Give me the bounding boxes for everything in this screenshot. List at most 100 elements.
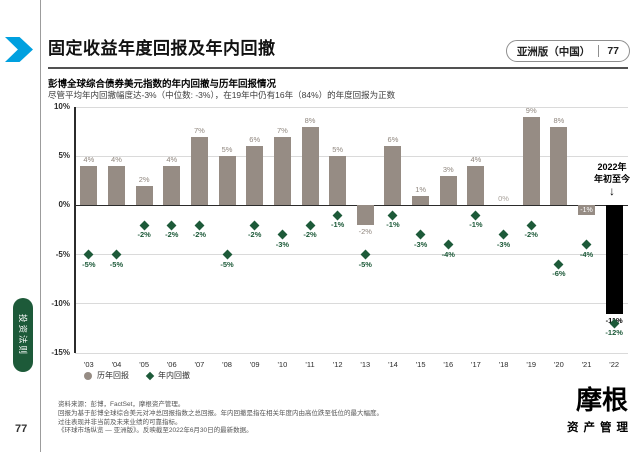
gridline (75, 303, 628, 305)
zero-gridline (75, 204, 628, 207)
return-bar (80, 166, 98, 206)
x-axis-tick-label: '22 (609, 360, 620, 369)
y-axis-tick-label: 0% (58, 200, 70, 210)
edition-badge: 亚洲版（中国） 77 (505, 40, 630, 62)
return-bar (467, 166, 485, 206)
header-rule (48, 67, 628, 69)
y-axis-tick-label: 10% (53, 102, 70, 111)
drawdown-label: -6% (552, 269, 566, 279)
edition-badge-page: 77 (598, 45, 629, 57)
drawdown-label: -2% (303, 230, 317, 240)
return-bar (107, 166, 125, 206)
return-bar-label: 4% (166, 155, 178, 165)
x-axis-tick-label: '06 (166, 360, 177, 369)
brand-logo: 摩根 资产管理 (567, 386, 628, 435)
x-axis-tick-label: '09 (249, 360, 260, 369)
drawdown-label: -1% (331, 220, 345, 230)
return-bar (190, 136, 208, 206)
drawdown-marker (111, 249, 122, 260)
return-bar-label: 7% (276, 125, 288, 135)
drawdown-label: -4% (579, 249, 594, 259)
legend-drawdown-label: 年内回撤 (158, 371, 190, 380)
drawdown-marker (470, 210, 481, 221)
down-arrow-icon: ↓ (609, 184, 615, 199)
drawdown-label: -2% (248, 230, 262, 240)
x-axis-tick-label: '16 (443, 360, 454, 369)
return-bar (578, 205, 596, 216)
bar-chart-plot-area: 10% 5% 0% -5% -10% -15% '03 4% -5% '04 4% -5% '05 2% -… (51, 102, 628, 369)
return-bar (412, 195, 430, 206)
chart-subheading: 尽管平均年内回撤幅度达-3%（中位数: -3%），在19年中仍有16年（84%）… (48, 90, 396, 100)
return-bar-label: 1% (415, 184, 427, 194)
y-axis-line (74, 107, 76, 353)
drawdown-marker (194, 220, 205, 231)
chevron-right-icon (5, 37, 33, 62)
return-bar-label: 3% (442, 164, 454, 174)
return-bar (356, 205, 374, 226)
return-bar-label: -1% (580, 206, 593, 214)
x-axis-tick-label: '15 (415, 360, 426, 369)
drawdown-marker (139, 220, 150, 231)
return-bar (273, 136, 291, 206)
x-axis-tick-label: '19 (526, 360, 537, 369)
return-bar-label: 4% (470, 155, 482, 165)
chart-heading: 彭博全球综合债券美元指数的年内回撤与历年回报情况 (48, 79, 277, 90)
return-bar-label: 0% (498, 194, 509, 204)
page-number: 77 (15, 423, 28, 435)
return-bar-label: 4% (111, 155, 122, 165)
sidebar-tab-label: 投资法则 (18, 313, 28, 356)
return-bar (163, 166, 181, 206)
return-bar-label: -2% (358, 227, 372, 237)
x-axis-tick-label: '07 (194, 360, 205, 369)
y-axis-tick-label: -10% (51, 298, 70, 308)
drawdown-label: -3% (413, 239, 428, 249)
drawdown-label: -1% (386, 220, 400, 230)
drawdown-marker (443, 239, 454, 250)
return-bar (135, 185, 153, 206)
chart-legend: 历年回报 年内回撤 (84, 370, 190, 381)
return-bar (439, 175, 457, 206)
drawdown-diamond-icon (145, 371, 155, 380)
x-axis-tick-label: '13 (360, 360, 371, 369)
x-axis-tick-label: '20 (553, 360, 564, 369)
drawdown-marker (277, 229, 288, 240)
drawdown-label: -5% (220, 259, 234, 269)
legend-returns-label: 历年回报 (97, 371, 129, 380)
returns-circle-icon (84, 371, 92, 380)
brand-logo-secondary: 资产管理 (567, 420, 633, 435)
legend-item-drawdown: 年内回撤 (145, 370, 190, 381)
drawdown-label: -12% (605, 328, 623, 338)
drawdown-label: -1% (469, 220, 483, 230)
drawdown-label: -5% (82, 259, 96, 269)
drawdown-marker (332, 210, 343, 221)
return-bar-label: 5% (332, 145, 344, 155)
drawdown-marker (581, 239, 592, 250)
gridline (75, 254, 628, 256)
return-bar (522, 116, 540, 206)
drawdown-marker (388, 210, 398, 221)
x-axis-tick-label: '05 (139, 360, 150, 369)
ytd-annotation: 2022年 年初至今 ↓ (584, 162, 640, 199)
x-axis-tick-label: '18 (498, 360, 509, 369)
drawdown-marker (305, 220, 315, 231)
return-bar (384, 146, 402, 206)
drawdown-label: -5% (358, 259, 372, 269)
drawdown-marker (222, 249, 233, 260)
gridline (75, 106, 628, 108)
return-bar-label: 6% (387, 135, 399, 145)
x-axis-tick-label: '08 (222, 360, 232, 369)
footnote-methodology: 回报为基于彭博全球综合美元对冲总回报指数之总回报。年内回撤是指在相关年度内由高位… (58, 409, 383, 417)
drawdown-label: -3% (275, 239, 290, 249)
return-bar-label: 9% (525, 105, 537, 115)
gridline (75, 352, 628, 354)
sidebar-tab-investment-principles[interactable]: 投资法则 (13, 298, 33, 372)
page-title: 固定收益年度回报及年内回撤 (48, 39, 276, 58)
return-bar-label: 4% (83, 155, 95, 165)
drawdown-label: -2% (524, 230, 538, 240)
footnotes: 资料来源：彭博，FactSet，摩根资产管理。 回报为基于彭博全球综合美元对冲总… (58, 401, 488, 436)
return-bar (246, 146, 264, 206)
x-axis-tick-label: '12 (332, 360, 343, 369)
x-axis-tick-label: '17 (471, 360, 481, 369)
drawdown-marker (415, 229, 426, 240)
x-axis-tick-label: '04 (111, 360, 122, 369)
